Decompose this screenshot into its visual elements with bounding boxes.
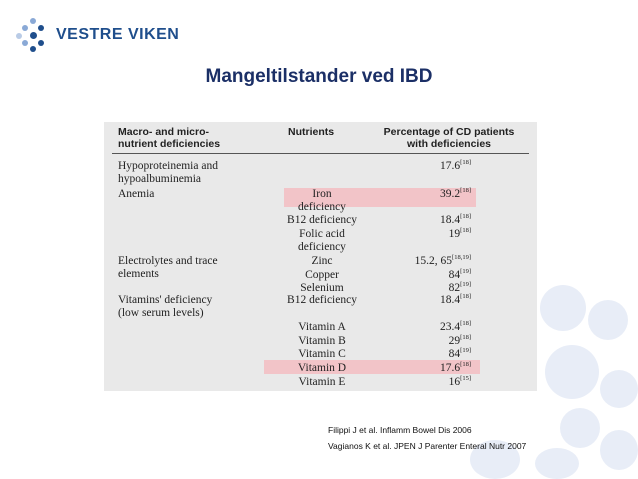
citation-ref: [18] <box>460 293 471 301</box>
header-nutrients: Nutrients <box>288 126 335 138</box>
percentage-cell: 82[19] <box>448 281 471 295</box>
percentage-value: 39.2 <box>440 188 461 200</box>
percentage-cell: 23.4[18] <box>440 320 471 334</box>
citation-ref: [18] <box>460 159 471 167</box>
citation-ref: [18] <box>460 227 471 235</box>
percentage-cell: 84[19] <box>448 268 471 282</box>
nutrient-cell: Vitamin A <box>298 321 346 333</box>
percentage-cell: 15.2, 65[18,19] <box>414 254 471 268</box>
header-category: Macro- and micro- nutrient deficiencies <box>118 126 221 150</box>
nutrient-cell: Vitamin B <box>298 335 346 347</box>
citation-ref: [19] <box>460 281 471 289</box>
percentage-value: 23.4 <box>440 321 461 333</box>
nutrient-cell: Iron deficiency <box>298 188 346 213</box>
category-cell: Anemia <box>118 188 155 200</box>
percentage-value: 16 <box>448 376 461 388</box>
references: Filippi J et al. Inflamm Bowel Dis 2006 … <box>328 422 526 454</box>
percentage-cell: 39.2[18] <box>440 187 471 201</box>
citation-ref: [19] <box>460 347 471 355</box>
citation-ref: [18] <box>460 213 471 221</box>
percentage-value: 19 <box>448 228 461 240</box>
citation-ref: [18] <box>460 320 471 328</box>
nutrient-cell: Vitamin C <box>298 348 346 360</box>
percentage-value: 17.6 <box>440 362 461 374</box>
citation-ref: [18] <box>460 187 471 195</box>
percentage-value: 82 <box>448 282 461 294</box>
percentage-value: 84 <box>448 269 461 281</box>
percentage-value: 18.4 <box>440 294 461 306</box>
nutrient-cell: Vitamin E <box>298 376 346 388</box>
logo-dots-icon <box>16 18 50 52</box>
percentage-value: 17.6 <box>440 160 461 172</box>
category-cell: Vitamins' deficiency (low serum levels) <box>118 294 213 319</box>
percentage-cell: 17.6[18] <box>440 361 471 375</box>
highlight-iron-row <box>284 188 476 207</box>
percentage-value: 15.2, 65 <box>414 255 453 267</box>
category-cell: Electrolytes and trace elements <box>118 255 218 280</box>
percentage-cell: 29[18] <box>448 334 471 348</box>
citation-ref: [19] <box>460 268 471 276</box>
percentage-cell: 17.6[18] <box>440 159 471 173</box>
nutrient-cell: B12 deficiency <box>287 214 357 226</box>
brand-logo: VESTRE VIKEN <box>16 18 179 52</box>
citation-ref: [18] <box>460 361 471 369</box>
citation-ref: [18] <box>460 334 471 342</box>
nutrient-cell: Selenium <box>300 282 344 294</box>
header-percentage: Percentage of CD patients with deficienc… <box>383 126 515 150</box>
deficiency-table: Macro- and micro- nutrient deficiencies … <box>104 122 537 391</box>
nutrient-cell: Vitamin D <box>297 362 347 374</box>
percentage-value: 18.4 <box>440 214 461 226</box>
percentage-cell: 19[18] <box>448 227 471 241</box>
brand-name: VESTRE VIKEN <box>56 26 180 43</box>
percentage-value: 29 <box>448 335 461 347</box>
reference-2: Vagianos K et al. JPEN J Parenter Entera… <box>328 441 527 451</box>
citation-ref: [15] <box>460 375 471 383</box>
slide-title: Mangeltilstander ved IBD <box>205 66 433 87</box>
nutrient-cell: Copper <box>305 269 339 281</box>
percentage-value: 84 <box>448 348 461 360</box>
reference-1: Filippi J et al. Inflamm Bowel Dis 2006 <box>328 425 472 435</box>
nutrient-cell: Zinc <box>311 255 333 267</box>
nutrient-cell: B12 deficiency <box>287 294 357 306</box>
percentage-cell: 18.4[18] <box>440 213 471 227</box>
percentage-cell: 84[19] <box>448 347 471 361</box>
citation-ref: [18,19] <box>452 254 471 262</box>
nutrient-cell: Folic acid deficiency <box>298 228 346 253</box>
percentage-cell: 16[15] <box>448 375 471 389</box>
highlight-vitamin-d-row <box>264 360 480 374</box>
header-divider <box>112 153 529 154</box>
percentage-cell: 18.4[18] <box>440 293 471 307</box>
category-cell: Hypoproteinemia and hypoalbuminemia <box>118 160 218 185</box>
